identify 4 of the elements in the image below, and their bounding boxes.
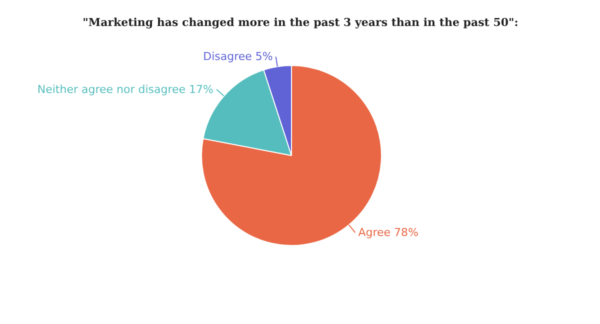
chart-title: "Marketing has changed more in the past 3 years than in the past 50": bbox=[82, 16, 518, 29]
slice-label: Agree 78% bbox=[358, 226, 419, 240]
slice-label: Disagree 5% bbox=[203, 50, 273, 64]
slice-label: Neither agree nor disagree 17% bbox=[37, 82, 214, 96]
